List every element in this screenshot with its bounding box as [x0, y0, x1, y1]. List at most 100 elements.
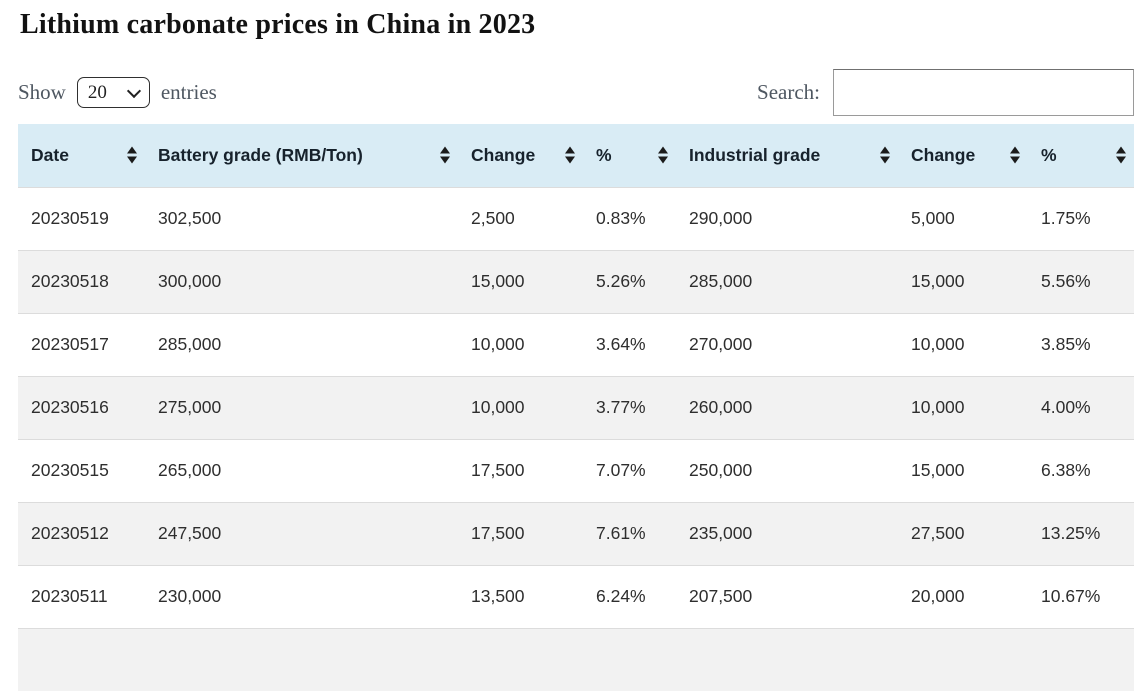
sort-icon: [658, 146, 668, 164]
sort-icon: [127, 146, 137, 164]
cell-date: 20230512: [18, 501, 145, 565]
show-entries-group: Show 20 entries: [18, 77, 217, 108]
sort-ascending-triangle: [1010, 146, 1020, 154]
cell-battery-percent: 3.64%: [583, 312, 676, 376]
sort-descending-triangle: [1116, 156, 1126, 164]
search-group: Search:: [757, 69, 1134, 116]
table-row: 20230515 265,000 17,500 7.07% 250,000 15,000 6…: [18, 438, 1134, 502]
header-row: Date Battery grade (RMB/Ton) Change% Indust…: [18, 124, 1134, 187]
cell-battery-change: 2,500: [458, 186, 583, 250]
column-header-industrial-change[interactable]: Change: [898, 124, 1028, 187]
table-row: 20230512 247,500 17,500 7.61% 235,000 27,500 1…: [18, 501, 1134, 565]
table-row: 20230519 302,500 2,500 0.83% 290,000 5,000 1.7…: [18, 186, 1134, 250]
column-header-date[interactable]: Date: [18, 124, 145, 187]
cell-industrial-change: 27,500: [898, 501, 1028, 565]
cell-empty: [1028, 627, 1134, 691]
cell-empty: [18, 627, 145, 691]
sort-descending-triangle: [1010, 156, 1020, 164]
cell-empty: [898, 627, 1028, 691]
column-label: Change: [911, 144, 976, 165]
cell-industrial-change: 10,000: [898, 375, 1028, 439]
cell-industrial-grade: 260,000: [676, 375, 898, 439]
cell-empty: [458, 627, 583, 691]
cell-date: 20230511: [18, 564, 145, 628]
column-label: %: [596, 144, 612, 165]
cell-date: 20230516: [18, 375, 145, 439]
cell-empty: [145, 627, 458, 691]
column-label: Date: [31, 144, 69, 165]
sort-descending-triangle: [658, 156, 668, 164]
table-header: Date Battery grade (RMB/Ton) Change% Indust…: [18, 124, 1134, 187]
table-row: 20230517 285,000 10,000 3.64% 270,000 10,000 3…: [18, 312, 1134, 376]
sort-ascending-triangle: [880, 146, 890, 154]
table-body: 20230519 302,500 2,500 0.83% 290,000 5,000 1.7…: [18, 186, 1134, 691]
cell-battery-grade: 285,000: [145, 312, 458, 376]
cell-industrial-grade: 250,000: [676, 438, 898, 502]
column-header-battery-grade[interactable]: Battery grade (RMB/Ton): [145, 124, 458, 187]
cell-battery-percent: 0.83%: [583, 186, 676, 250]
cell-battery-change: 10,000: [458, 312, 583, 376]
table-controls: Show 20 entries Search:: [18, 69, 1134, 116]
sort-ascending-triangle: [658, 146, 668, 154]
entries-select[interactable]: 20: [76, 77, 150, 108]
cell-industrial-grade: 290,000: [676, 186, 898, 250]
cell-battery-percent: 7.07%: [583, 438, 676, 502]
column-header-battery-change[interactable]: Change: [458, 124, 583, 187]
cell-industrial-percent: 5.56%: [1028, 249, 1134, 313]
cell-industrial-grade: 270,000: [676, 312, 898, 376]
entries-select-wrap: 20: [76, 77, 150, 108]
cell-battery-percent: 5.26%: [583, 249, 676, 313]
sort-ascending-triangle: [565, 146, 575, 154]
cell-battery-change: 17,500: [458, 501, 583, 565]
column-header-industrial-grade[interactable]: Industrial grade: [676, 124, 898, 187]
cell-industrial-change: 10,000: [898, 312, 1028, 376]
cell-battery-change: 15,000: [458, 249, 583, 313]
cell-empty: [676, 627, 898, 691]
sort-descending-triangle: [440, 156, 450, 164]
sort-icon: [880, 146, 890, 164]
table-row: 20230511 230,000 13,500 6.24% 207,500 20,000 1…: [18, 564, 1134, 628]
cell-industrial-percent: 10.67%: [1028, 564, 1134, 628]
column-label: %: [1041, 144, 1057, 165]
cell-battery-grade: 230,000: [145, 564, 458, 628]
cell-battery-change: 17,500: [458, 438, 583, 502]
cell-industrial-percent: 3.85%: [1028, 312, 1134, 376]
partial-next-row: [18, 627, 1134, 691]
column-header-industrial-percent[interactable]: %: [1028, 124, 1134, 187]
cell-industrial-grade: 285,000: [676, 249, 898, 313]
table-row: 20230516 275,000 10,000 3.77% 260,000 10,000 4…: [18, 375, 1134, 439]
cell-battery-percent: 3.77%: [583, 375, 676, 439]
cell-industrial-change: 15,000: [898, 249, 1028, 313]
sort-icon: [440, 146, 450, 164]
cell-empty: [583, 627, 676, 691]
table-row: 20230518 300,000 15,000 5.26% 285,000 15,000 5…: [18, 249, 1134, 313]
cell-battery-change: 13,500: [458, 564, 583, 628]
sort-ascending-triangle: [127, 146, 137, 154]
cell-industrial-grade: 207,500: [676, 564, 898, 628]
cell-battery-percent: 6.24%: [583, 564, 676, 628]
sort-icon: [565, 146, 575, 164]
cell-battery-grade: 300,000: [145, 249, 458, 313]
cell-industrial-percent: 6.38%: [1028, 438, 1134, 502]
cell-battery-grade: 302,500: [145, 186, 458, 250]
sort-descending-triangle: [880, 156, 890, 164]
column-label: Industrial grade: [689, 144, 821, 165]
cell-industrial-grade: 235,000: [676, 501, 898, 565]
prices-table: Date Battery grade (RMB/Ton) Change% Indust…: [18, 124, 1134, 691]
page-title: Lithium carbonate prices in China in 202…: [20, 9, 536, 40]
entries-suffix-label: entries: [160, 80, 217, 104]
column-header-battery-percent[interactable]: %: [583, 124, 676, 187]
cell-battery-grade: 275,000: [145, 375, 458, 439]
search-label: Search:: [757, 80, 820, 104]
cell-battery-grade: 247,500: [145, 501, 458, 565]
cell-industrial-percent: 1.75%: [1028, 186, 1134, 250]
cell-date: 20230518: [18, 249, 145, 313]
sort-ascending-triangle: [440, 146, 450, 154]
search-input[interactable]: [833, 69, 1134, 116]
column-label: Battery grade (RMB/Ton): [158, 144, 363, 165]
column-label: Change: [471, 144, 536, 165]
cell-date: 20230517: [18, 312, 145, 376]
cell-battery-change: 10,000: [458, 375, 583, 439]
cell-battery-grade: 265,000: [145, 438, 458, 502]
show-entries-label: Show: [18, 80, 66, 104]
